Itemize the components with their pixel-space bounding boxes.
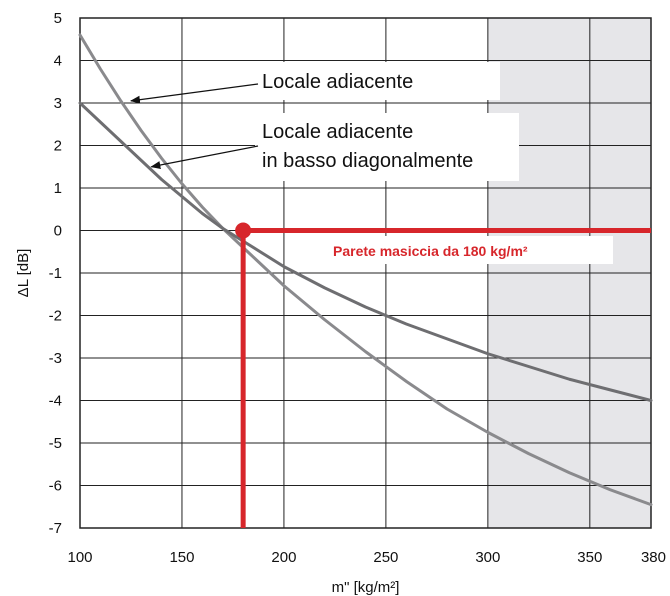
plot-frame [79,17,652,529]
annotation-label: Locale adiacente [262,121,413,143]
y-tick-label: -3 [49,350,62,367]
marker-layer: Parete masiccia da 180 kg/m² [235,222,651,528]
x-tick-label: 380 [641,549,666,566]
y-tick-label: 4 [54,53,62,70]
y-tick-label: 1 [54,180,62,197]
marker-label: Parete masiccia da 180 kg/m² [333,243,528,259]
y-tick-label: 3 [54,95,62,112]
x-tick-label: 100 [67,549,92,566]
annotation-box [255,113,519,181]
x-tick-label: 250 [373,549,398,566]
x-tick-label: 200 [271,549,296,566]
x-tick-label: 300 [475,549,500,566]
series-line-2 [78,101,653,402]
marker-point [235,222,252,239]
annotation-label: Locale adiacente [262,71,413,93]
y-tick-label: -6 [49,478,62,495]
x-tick-label: 150 [169,549,194,566]
marker-label-background [328,236,613,264]
y-tick-labels: 5 4 3 2 1 0 -1 -2 -3 -4 -5 -6 -7 [49,10,62,537]
x-tick-label: 350 [577,549,602,566]
x-tick-labels: 100 150 200 250 300 350 380 [67,549,666,566]
y-tick-label: -7 [49,520,62,537]
x-axis-title: m" [kg/m²] [332,579,400,596]
annotation-arrow [150,145,259,169]
series-line-1 [78,33,653,507]
y-tick-label: -4 [49,393,62,410]
y-axis-title: ΔL [dB] [15,249,32,298]
y-tick-label: -5 [49,435,62,452]
annotation-arrow [129,83,259,104]
y-tick-label: -2 [49,308,62,325]
series-layer [78,33,653,507]
y-tick-label: 2 [54,138,62,155]
y-tick-label: 0 [54,223,62,240]
annotation-box [255,62,500,100]
y-tick-label: 5 [54,10,62,27]
y-tick-label: -1 [49,265,62,282]
annotation-layer: Locale adiacente Locale adiacente in basso… [129,62,519,181]
annotation-label: in basso diagonalmente [262,150,473,172]
